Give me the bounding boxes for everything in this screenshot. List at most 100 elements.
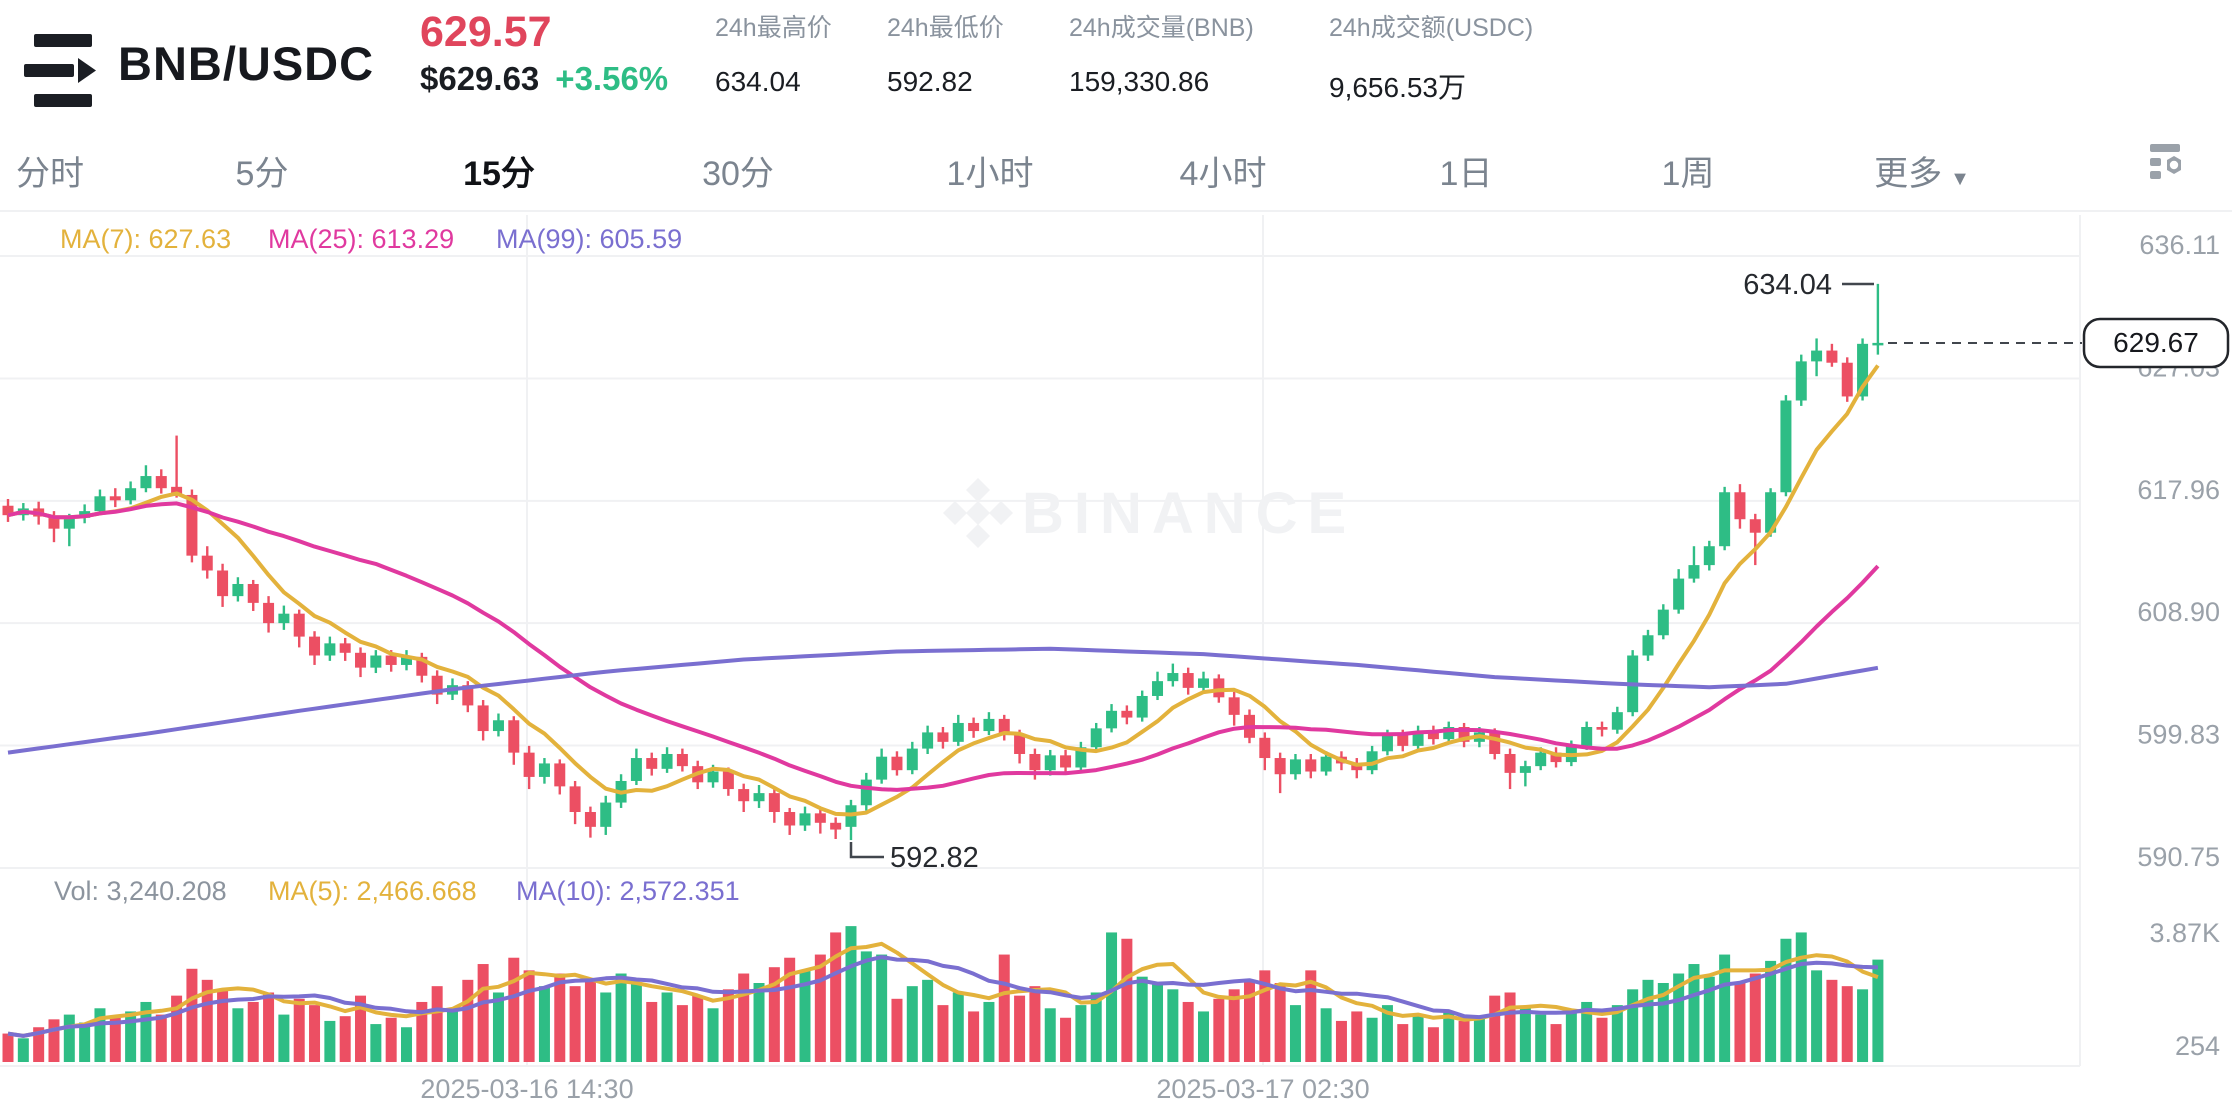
volume-bar[interactable] — [1780, 938, 1792, 1062]
candle[interactable] — [1795, 361, 1807, 401]
candle[interactable] — [48, 516, 60, 529]
volume-bar[interactable] — [814, 954, 826, 1062]
volume-bar[interactable] — [523, 970, 535, 1062]
candle[interactable] — [1106, 710, 1118, 729]
volume-bar[interactable] — [876, 954, 888, 1062]
volume-bar[interactable] — [998, 954, 1010, 1062]
candle[interactable] — [1504, 753, 1516, 773]
volume-bar[interactable] — [355, 995, 367, 1062]
candle[interactable] — [1029, 753, 1041, 771]
volume-bar[interactable] — [140, 1001, 152, 1062]
candle[interactable] — [814, 813, 826, 823]
candle[interactable] — [1182, 673, 1194, 688]
volume-bar[interactable] — [768, 967, 780, 1062]
candle[interactable] — [1090, 728, 1102, 748]
candle[interactable] — [968, 722, 980, 732]
candle[interactable] — [171, 486, 183, 494]
candle[interactable] — [1719, 492, 1731, 547]
candle[interactable] — [1550, 752, 1562, 763]
candle[interactable] — [1811, 350, 1823, 362]
volume-bar[interactable] — [1765, 960, 1777, 1062]
candle[interactable] — [1259, 737, 1271, 759]
candle[interactable] — [1289, 759, 1301, 775]
candle[interactable] — [477, 705, 489, 732]
candle[interactable] — [2, 505, 14, 516]
candle[interactable] — [1228, 697, 1240, 715]
volume-bar[interactable] — [538, 986, 550, 1062]
volume-bar[interactable] — [401, 1027, 413, 1062]
volume-bar[interactable] — [1259, 970, 1271, 1062]
tab-30m[interactable]: 30分 — [702, 155, 774, 193]
volume-bar[interactable] — [630, 983, 642, 1062]
volume-bar[interactable] — [615, 973, 627, 1062]
candle[interactable] — [738, 789, 750, 802]
volume-bar[interactable] — [17, 1038, 29, 1062]
volume-bar[interactable] — [1504, 992, 1516, 1062]
candle[interactable] — [1581, 727, 1593, 746]
candle[interactable] — [1412, 731, 1424, 746]
candle[interactable] — [1443, 727, 1455, 740]
candle[interactable] — [508, 720, 520, 753]
candle[interactable] — [1688, 565, 1700, 579]
volume-bar[interactable] — [1335, 1020, 1347, 1062]
volume-bar[interactable] — [1443, 1011, 1455, 1062]
volume-bar[interactable] — [983, 1001, 995, 1062]
candle[interactable] — [1642, 635, 1654, 656]
volume-bar[interactable] — [492, 992, 504, 1062]
candle[interactable] — [186, 494, 198, 556]
candle[interactable] — [1213, 678, 1225, 698]
candle[interactable] — [584, 812, 596, 827]
candle[interactable] — [937, 732, 949, 742]
chart-settings-icon[interactable] — [2148, 142, 2188, 184]
volume-bar[interactable] — [661, 992, 673, 1062]
volume-bar[interactable] — [1106, 932, 1118, 1062]
volume-bar[interactable] — [1857, 989, 1869, 1062]
volume-bar[interactable] — [217, 989, 229, 1062]
volume-bar[interactable] — [554, 973, 566, 1062]
candle[interactable] — [1060, 755, 1072, 768]
candle[interactable] — [661, 753, 673, 769]
volume-bar[interactable] — [738, 973, 750, 1062]
candle[interactable] — [1826, 350, 1838, 363]
volume-bar[interactable] — [1473, 1017, 1485, 1062]
volume-bar[interactable] — [1044, 1008, 1056, 1062]
candle[interactable] — [1198, 678, 1210, 688]
candle[interactable] — [1857, 343, 1869, 397]
volume-bar[interactable] — [692, 995, 704, 1062]
candle[interactable] — [1535, 752, 1547, 767]
volume-bar[interactable] — [1642, 979, 1654, 1062]
candle[interactable] — [416, 656, 428, 676]
volume-bar[interactable] — [753, 983, 765, 1062]
candle[interactable] — [1841, 362, 1853, 397]
candle[interactable] — [1121, 710, 1133, 718]
volume-bar[interactable] — [339, 1016, 351, 1062]
tab-1h[interactable]: 1小时 — [946, 155, 1034, 193]
tab-5m[interactable]: 5分 — [235, 155, 289, 193]
volume-bar[interactable] — [584, 979, 596, 1062]
candle[interactable] — [1703, 546, 1715, 566]
volume-bar[interactable] — [1274, 983, 1286, 1062]
candle[interactable] — [1427, 731, 1439, 740]
candle[interactable] — [263, 602, 275, 624]
candle[interactable] — [753, 793, 765, 802]
volume-bar[interactable] — [48, 1019, 60, 1062]
candle[interactable] — [1657, 609, 1669, 636]
candle[interactable] — [1305, 759, 1317, 772]
volume-bar[interactable] — [1381, 1005, 1393, 1062]
candle[interactable] — [1749, 519, 1761, 533]
candle[interactable] — [109, 496, 121, 501]
tab-15m[interactable]: 15分 — [463, 155, 535, 193]
candle[interactable] — [1167, 673, 1179, 682]
volume-bar[interactable] — [569, 986, 581, 1062]
volume-bar[interactable] — [1581, 1001, 1593, 1062]
volume-bar[interactable] — [309, 1005, 321, 1062]
candle[interactable] — [569, 786, 581, 813]
volume-bar[interactable] — [1458, 1020, 1470, 1062]
candle[interactable] — [523, 752, 535, 777]
candle[interactable] — [1136, 695, 1148, 718]
candle[interactable] — [462, 685, 474, 706]
candle[interactable] — [998, 718, 1010, 736]
candle[interactable] — [1320, 756, 1332, 772]
volume-bar[interactable] — [385, 1017, 397, 1062]
volume-bar[interactable] — [1075, 1005, 1087, 1062]
